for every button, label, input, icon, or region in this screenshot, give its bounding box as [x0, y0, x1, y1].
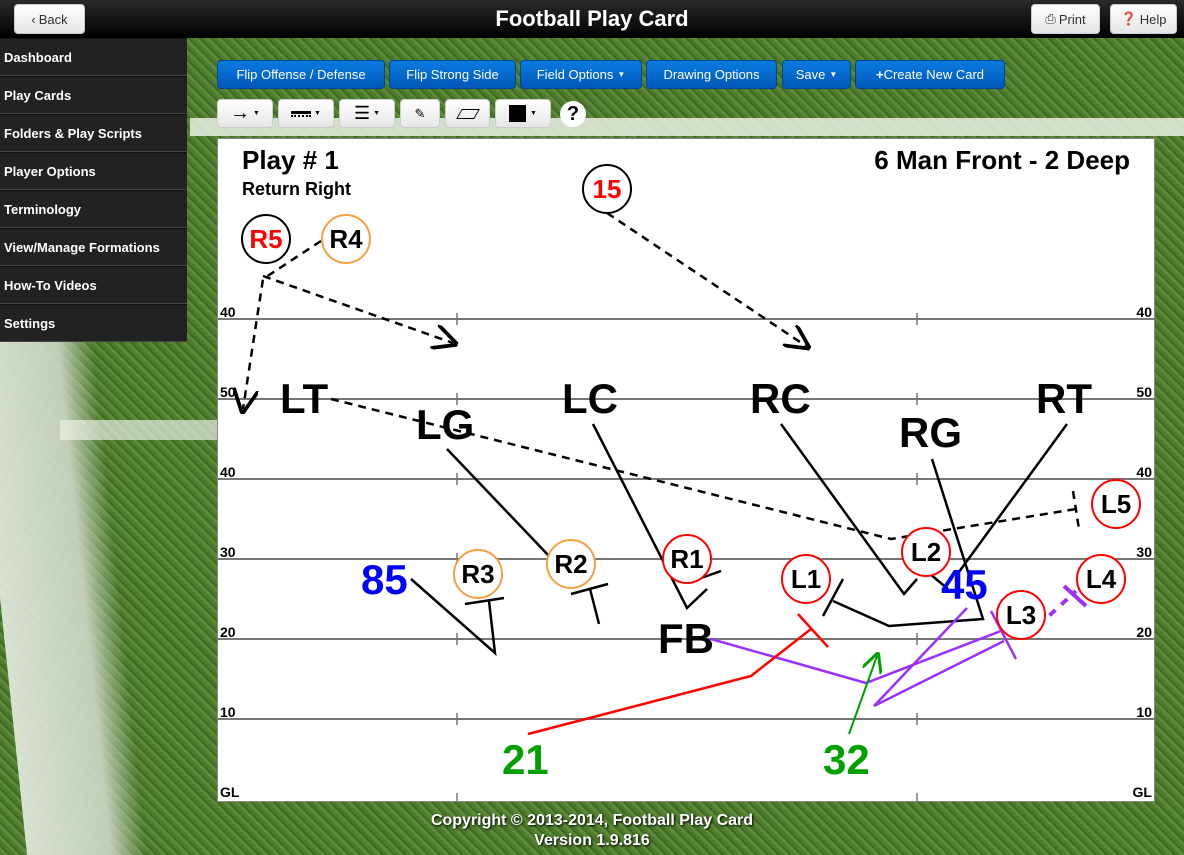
player-circle[interactable]: R1 [662, 534, 712, 584]
sidebar-item-player-options[interactable]: Player Options [0, 152, 187, 190]
block-routes [410, 423, 1069, 657]
purple-routes [710, 584, 1088, 708]
save-dropdown[interactable]: Save ▼ [782, 60, 851, 89]
yard-label: 40 [1136, 304, 1152, 320]
field-options-dropdown[interactable]: Field Options ▼ [520, 60, 642, 89]
play-card-field[interactable]: Play # 1 Return Right 6 Man Front - 2 De… [217, 138, 1156, 803]
defender-fb[interactable]: FB [658, 615, 714, 662]
defender-rc[interactable]: RC [750, 375, 811, 422]
pencil-icon: ✎ [414, 105, 426, 121]
question-circle-icon: ❓ [1120, 11, 1137, 26]
yard-label: GL [1132, 784, 1152, 800]
player-number-45[interactable]: 45 [941, 561, 988, 608]
sidebar-item-folders[interactable]: Folders & Play Scripts [0, 114, 187, 152]
drawing-options-button[interactable]: Drawing Options [646, 60, 777, 89]
yard-label: 20 [220, 624, 236, 640]
sidebar: Dashboard Play Cards Folders & Play Scri… [0, 38, 187, 342]
player-circle[interactable]: R5 [241, 214, 291, 264]
player-number-21[interactable]: 21 [502, 736, 549, 783]
print-button[interactable]: ⎙ Print [1031, 4, 1100, 34]
yard-lines [218, 318, 1156, 720]
yard-label: 50 [220, 384, 236, 400]
help-icon[interactable]: ? [560, 101, 586, 127]
player-circle[interactable]: L3 [996, 590, 1046, 640]
yard-label: 40 [1136, 464, 1152, 480]
sidebar-item-terminology[interactable]: Terminology [0, 190, 187, 228]
help-button[interactable]: ❓ Help [1110, 4, 1177, 34]
copyright: Copyright © 2013-2014, Football Play Car… [430, 812, 754, 829]
field-line-decoration [60, 420, 220, 440]
defender-lt[interactable]: LT [280, 375, 329, 422]
color-swatch-icon [509, 105, 527, 122]
red-route [527, 613, 829, 736]
back-button[interactable]: ‹ Back [14, 4, 85, 34]
green-route [848, 656, 877, 735]
defender-rg[interactable]: RG [899, 409, 962, 456]
dash-style-dropdown[interactable]: ▼ [278, 99, 334, 128]
player-circle[interactable]: L2 [901, 527, 951, 577]
formation-name: 6 Man Front - 2 Deep [874, 145, 1130, 175]
player-number-85[interactable]: 85 [361, 556, 408, 603]
player-circle[interactable]: L1 [781, 554, 831, 604]
yard-label: 20 [1136, 624, 1152, 640]
dashed-routes [243, 211, 1081, 541]
play-drawing [218, 211, 1156, 803]
yard-label: 30 [1136, 544, 1152, 560]
chevron-left-icon: ‹ [31, 11, 36, 27]
yard-label: 10 [1136, 704, 1152, 720]
line-weight-dropdown[interactable]: ☰ ▼ [339, 99, 395, 128]
sidebar-item-play-cards[interactable]: Play Cards [0, 76, 187, 114]
defender-rt[interactable]: RT [1036, 375, 1092, 422]
line-weight-icon: ☰ [353, 103, 371, 123]
play-title: Play # 1 [242, 145, 339, 175]
version: Version 1.9.816 [534, 832, 650, 849]
print-icon: ⎙ [1045, 11, 1056, 26]
arrow-style-dropdown[interactable]: → ▼ [217, 99, 273, 128]
yard-label: 30 [220, 544, 236, 560]
caret-down-icon: ▼ [829, 70, 838, 79]
dash-line-icon [291, 110, 312, 117]
yard-label: GL [220, 784, 240, 800]
sidebar-item-dashboard[interactable]: Dashboard [0, 38, 187, 76]
sidebar-item-videos[interactable]: How-To Videos [0, 266, 187, 304]
pencil-button[interactable]: ✎ [400, 99, 440, 128]
flip-offense-defense-button[interactable]: Flip Offense / Defense [217, 60, 385, 89]
yard-label: 10 [220, 704, 236, 720]
app-title: Football Play Card [495, 6, 689, 31]
plus-icon: + [875, 67, 884, 82]
footer: Copyright © 2013-2014, Football Play Car… [0, 811, 1184, 851]
player-number-32[interactable]: 32 [823, 736, 870, 783]
yard-label: 40 [220, 464, 236, 480]
defender-lg[interactable]: LG [416, 401, 475, 448]
arrow-line-icon: → [230, 102, 251, 124]
defender-lc[interactable]: LC [562, 375, 618, 422]
player-circle[interactable]: R3 [453, 549, 503, 599]
player-circle[interactable]: L5 [1091, 479, 1141, 529]
player-circle[interactable]: R4 [321, 214, 371, 264]
play-subtitle: Return Right [242, 179, 351, 199]
player-circle[interactable]: L4 [1076, 554, 1126, 604]
player-circle[interactable]: R2 [546, 539, 596, 589]
eraser-icon [455, 108, 480, 119]
yard-label: 40 [220, 304, 236, 320]
eraser-button[interactable] [445, 99, 490, 128]
color-dropdown[interactable]: ▼ [495, 99, 551, 128]
app-header: ‹ Back Football Play Card ⎙ Print ❓ Help [0, 0, 1184, 38]
sidebar-item-formations[interactable]: View/Manage Formations [0, 228, 187, 266]
create-new-card-button[interactable]: + Create New Card [855, 60, 1005, 89]
flip-strong-side-button[interactable]: Flip Strong Side [389, 60, 516, 89]
caret-down-icon: ▼ [617, 70, 626, 79]
player-circle[interactable]: 15 [582, 164, 632, 214]
yard-label: 50 [1136, 384, 1152, 400]
sidebar-item-settings[interactable]: Settings [0, 304, 187, 342]
